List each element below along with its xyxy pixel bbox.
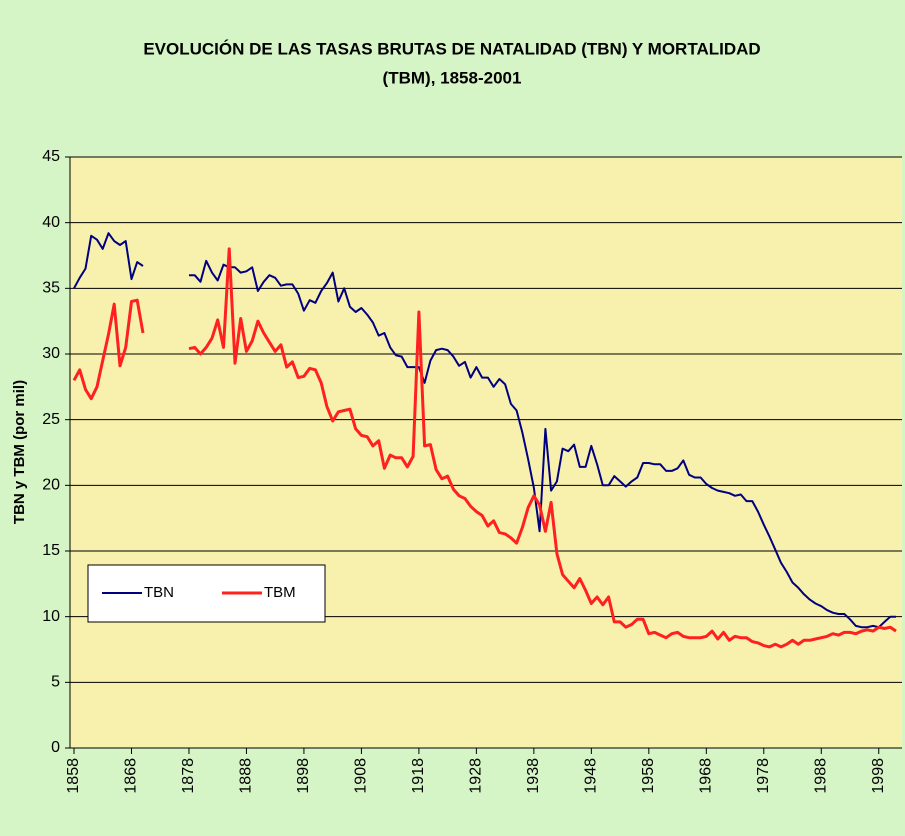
x-tick-label: 1888 <box>238 758 255 794</box>
y-tick-label: 10 <box>42 608 60 625</box>
x-tick-label: 1988 <box>812 758 829 794</box>
x-tick-label: 1938 <box>525 758 542 794</box>
x-tick-label: 1968 <box>698 758 715 794</box>
x-tick-label: 1918 <box>410 758 427 794</box>
y-tick-label: 35 <box>42 280 60 297</box>
y-tick-label: 40 <box>42 214 60 231</box>
data-line <box>72 247 897 649</box>
x-tick-label: 1858 <box>65 758 82 794</box>
y-tick-label: 0 <box>51 739 60 756</box>
x-tick-label: 1898 <box>295 758 312 794</box>
plot-area <box>70 157 902 748</box>
y-tick-label: 25 <box>42 411 60 428</box>
legend-label: TBN <box>144 584 174 601</box>
y-tick-label: 20 <box>42 477 60 494</box>
x-tick-label: 1868 <box>123 758 140 794</box>
x-tick-label: 1958 <box>640 758 657 794</box>
y-tick-label: 45 <box>42 148 60 165</box>
chart-title: EVOLUCIÓN DE LAS TASAS BRUTAS DE NATALID… <box>143 39 760 58</box>
x-tick-label: 1978 <box>755 758 772 794</box>
x-tick-label: 1998 <box>870 758 887 794</box>
x-tick-label: 1878 <box>180 758 197 794</box>
y-axis-label: TBN y TBM (por mil) <box>11 380 28 524</box>
data-line <box>73 232 896 629</box>
y-tick-label: 30 <box>42 345 60 362</box>
x-tick-label: 1908 <box>353 758 370 794</box>
x-tick-label: 1948 <box>583 758 600 794</box>
chart-title: (TBM), 1858-2001 <box>383 68 522 87</box>
legend-label: TBM <box>264 584 296 601</box>
y-tick-label: 15 <box>42 542 60 559</box>
x-tick-label: 1928 <box>468 758 485 794</box>
y-tick-label: 5 <box>51 674 60 691</box>
